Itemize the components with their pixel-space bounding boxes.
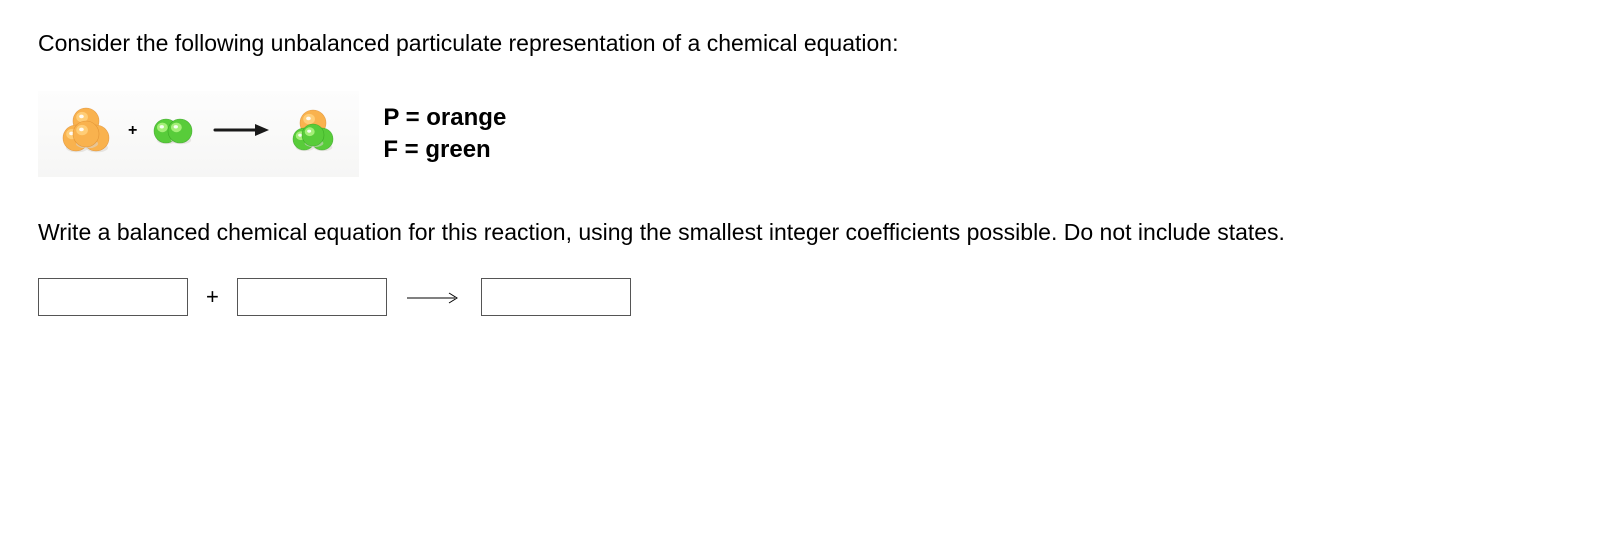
product-1-pf3 <box>287 105 339 157</box>
answer-plus: + <box>188 284 237 310</box>
legend-p: P = orange <box>383 102 506 134</box>
plus-operator: + <box>114 122 151 140</box>
answer-row: + <box>38 278 1572 316</box>
diagram-row: + P = orange F = green <box>38 91 1572 177</box>
answer-arrow-icon <box>387 284 481 311</box>
reactant-1-p4 <box>58 103 114 159</box>
reaction-arrow-icon <box>195 118 287 145</box>
reactant-2-f2 <box>151 111 195 151</box>
question-prompt: Write a balanced chemical equation for t… <box>38 217 1572 248</box>
reactant-2-input[interactable] <box>237 278 387 316</box>
color-legend: P = orange F = green <box>359 102 506 167</box>
question-intro: Consider the following unbalanced partic… <box>38 28 1572 59</box>
reactant-1-input[interactable] <box>38 278 188 316</box>
product-1-input[interactable] <box>481 278 631 316</box>
legend-f: F = green <box>383 134 506 166</box>
particulate-diagram: + <box>38 91 359 177</box>
